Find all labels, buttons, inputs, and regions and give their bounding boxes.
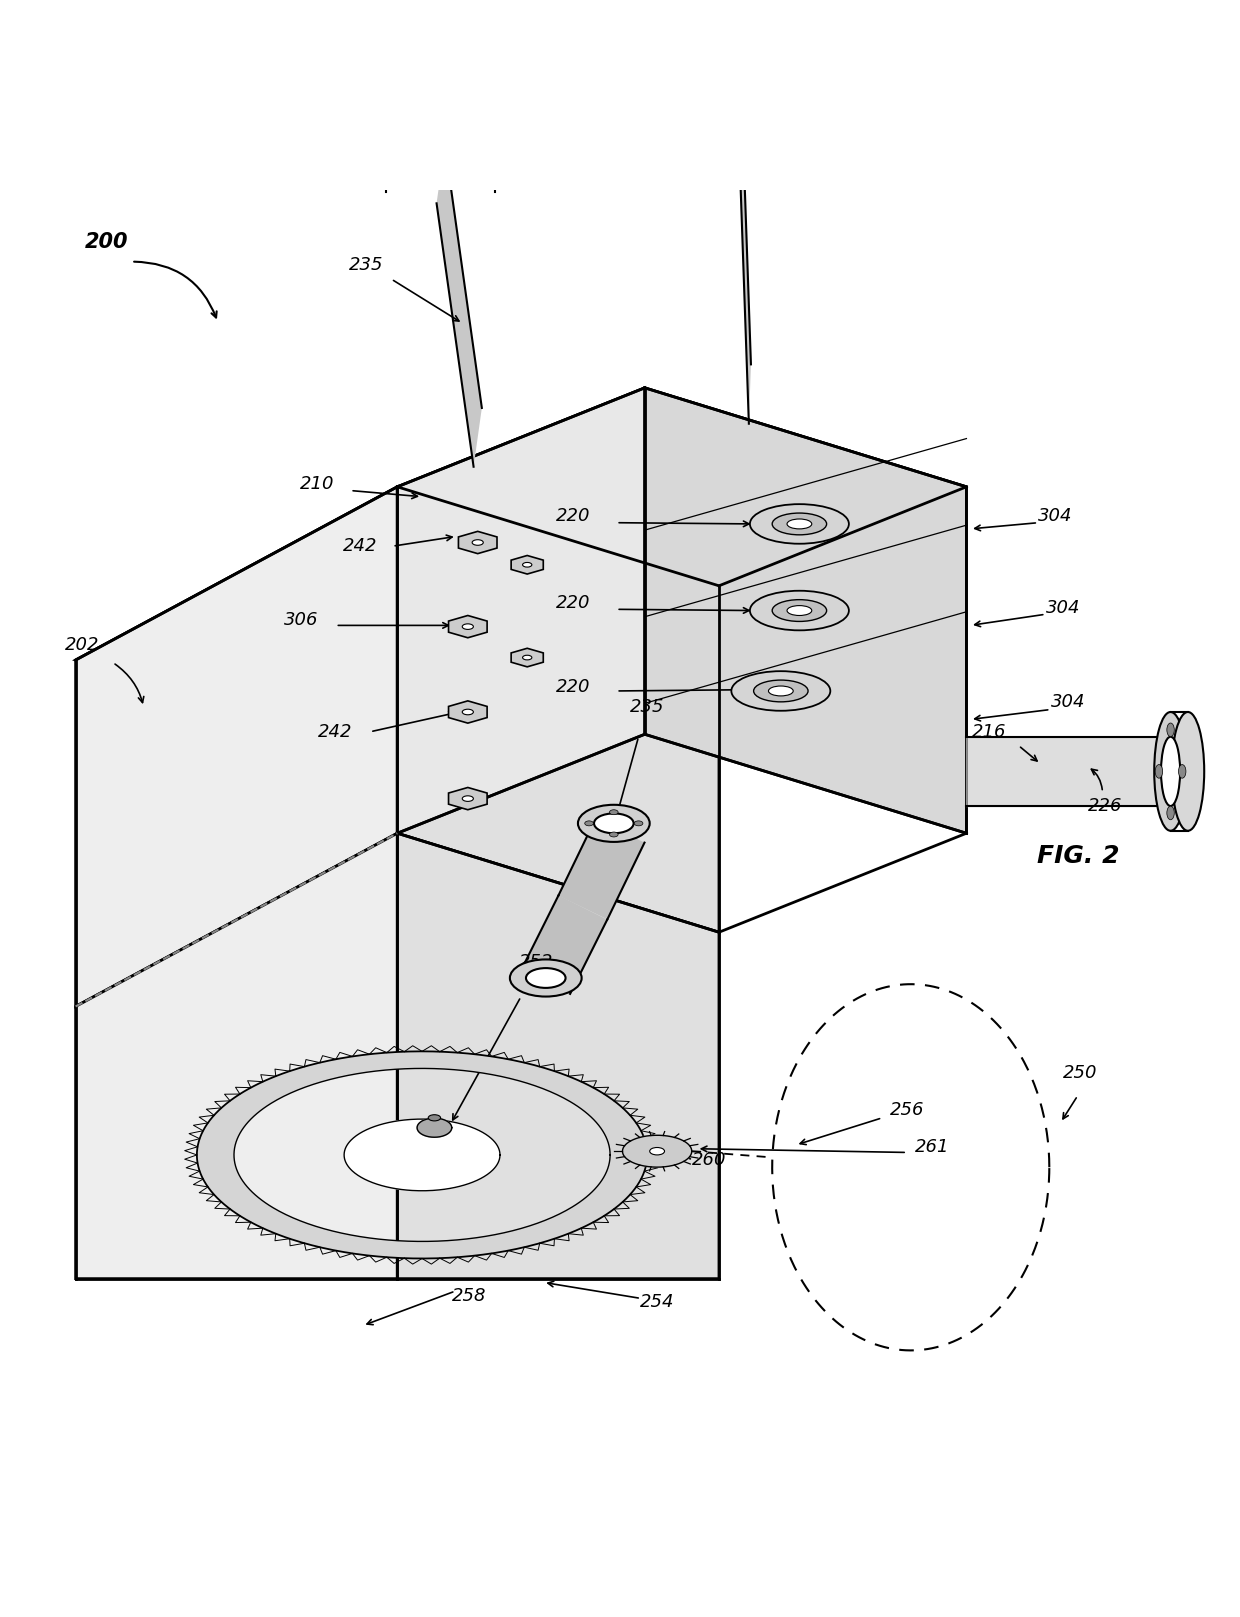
Text: 235: 235 <box>630 699 665 716</box>
Polygon shape <box>345 1119 500 1190</box>
Ellipse shape <box>522 655 532 660</box>
Polygon shape <box>76 833 397 1279</box>
Polygon shape <box>558 818 645 920</box>
Polygon shape <box>397 487 719 933</box>
Ellipse shape <box>410 167 470 183</box>
Polygon shape <box>449 700 487 723</box>
Text: FIG. 2: FIG. 2 <box>1037 844 1118 867</box>
Polygon shape <box>197 1051 647 1258</box>
Ellipse shape <box>463 710 474 715</box>
Text: 242: 242 <box>319 723 352 741</box>
Ellipse shape <box>754 681 808 702</box>
Ellipse shape <box>773 600 827 621</box>
Polygon shape <box>76 487 397 1006</box>
Polygon shape <box>76 487 719 758</box>
Ellipse shape <box>387 158 495 189</box>
Ellipse shape <box>510 959 582 996</box>
Text: 260: 260 <box>692 1151 727 1169</box>
Ellipse shape <box>634 821 642 826</box>
Ellipse shape <box>771 126 781 131</box>
Ellipse shape <box>585 821 594 826</box>
Ellipse shape <box>526 969 565 988</box>
Ellipse shape <box>769 686 794 695</box>
Text: 250: 250 <box>1063 1064 1097 1082</box>
Text: 200: 200 <box>84 231 128 252</box>
Text: 220: 220 <box>556 508 590 526</box>
Ellipse shape <box>750 590 849 631</box>
Ellipse shape <box>787 519 812 529</box>
Text: 220: 220 <box>556 678 590 697</box>
Text: 216: 216 <box>971 723 1006 741</box>
Ellipse shape <box>750 505 849 543</box>
Ellipse shape <box>1161 737 1180 805</box>
Text: 304: 304 <box>1050 694 1085 711</box>
Polygon shape <box>417 1119 451 1137</box>
Ellipse shape <box>686 113 795 144</box>
Polygon shape <box>511 556 543 574</box>
Ellipse shape <box>463 624 474 629</box>
Ellipse shape <box>463 796 474 802</box>
Ellipse shape <box>610 833 619 838</box>
Polygon shape <box>739 99 751 424</box>
Ellipse shape <box>1172 711 1204 831</box>
Text: 235: 235 <box>350 257 383 275</box>
Text: 304: 304 <box>1045 598 1080 618</box>
Text: 261: 261 <box>915 1138 949 1156</box>
Ellipse shape <box>1154 711 1187 831</box>
Polygon shape <box>522 896 608 994</box>
Ellipse shape <box>735 116 745 121</box>
Ellipse shape <box>650 1148 665 1155</box>
Ellipse shape <box>1178 765 1185 778</box>
Ellipse shape <box>773 513 827 535</box>
Polygon shape <box>397 388 645 833</box>
Text: 220: 220 <box>556 593 590 613</box>
Ellipse shape <box>472 540 484 545</box>
Text: 258: 258 <box>451 1287 486 1305</box>
Polygon shape <box>397 388 966 585</box>
Ellipse shape <box>787 606 812 616</box>
Ellipse shape <box>578 805 650 842</box>
Text: 210: 210 <box>300 475 334 493</box>
Ellipse shape <box>401 171 410 176</box>
Text: 202: 202 <box>64 635 99 655</box>
Polygon shape <box>449 787 487 810</box>
Polygon shape <box>511 648 543 666</box>
Text: 252: 252 <box>518 952 553 970</box>
Polygon shape <box>436 144 482 467</box>
Ellipse shape <box>435 162 445 167</box>
Ellipse shape <box>435 181 445 186</box>
Ellipse shape <box>1167 807 1174 820</box>
Text: 256: 256 <box>890 1101 924 1119</box>
Polygon shape <box>459 532 497 553</box>
Polygon shape <box>622 1135 692 1167</box>
Ellipse shape <box>522 563 532 568</box>
Ellipse shape <box>594 813 634 833</box>
Polygon shape <box>449 616 487 637</box>
Text: 254: 254 <box>640 1294 675 1311</box>
Ellipse shape <box>711 120 770 136</box>
Text: 304: 304 <box>1038 508 1073 526</box>
Text: 306: 306 <box>284 611 317 629</box>
Ellipse shape <box>1156 765 1163 778</box>
Polygon shape <box>645 388 966 833</box>
Polygon shape <box>397 833 719 1279</box>
Ellipse shape <box>610 810 619 815</box>
Ellipse shape <box>428 1114 440 1121</box>
Ellipse shape <box>1167 723 1174 737</box>
Ellipse shape <box>732 671 831 711</box>
Ellipse shape <box>471 171 481 176</box>
Ellipse shape <box>701 126 711 131</box>
Text: 242: 242 <box>343 537 377 555</box>
Text: 226: 226 <box>1087 797 1122 815</box>
Ellipse shape <box>735 136 745 141</box>
